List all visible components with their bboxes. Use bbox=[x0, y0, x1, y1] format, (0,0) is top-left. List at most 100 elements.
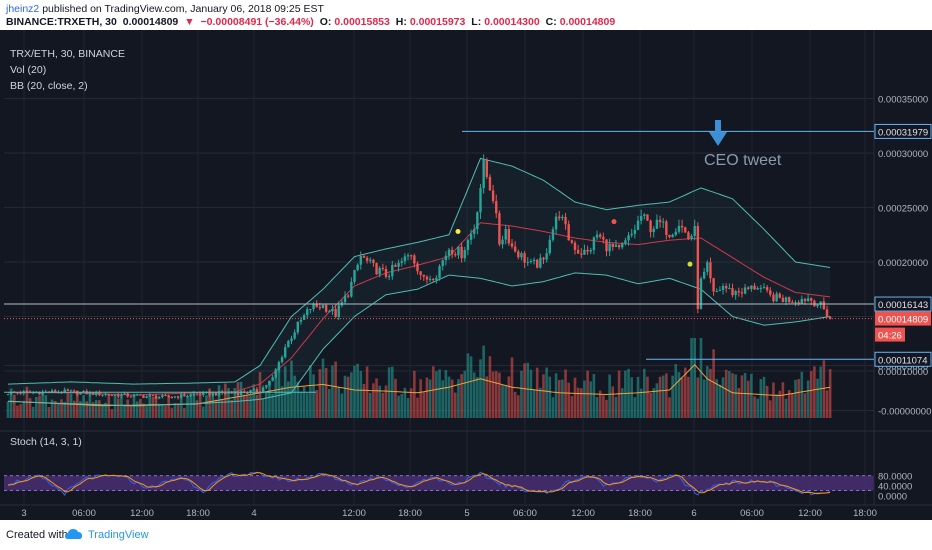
candle-body bbox=[510, 243, 514, 247]
chart-canvas[interactable]: 0.00035000 0.00030000 0.00025000 0.00020000… bbox=[0, 30, 932, 520]
volume-bar bbox=[268, 381, 271, 418]
candle-body bbox=[372, 259, 375, 264]
tradingview-brand[interactable]: TradingView bbox=[88, 529, 149, 541]
candle-body bbox=[526, 261, 529, 263]
candle-body bbox=[296, 321, 299, 333]
candle-body bbox=[356, 264, 359, 271]
price-tick-label: -0.00000000 bbox=[878, 407, 931, 418]
candle-body bbox=[740, 292, 744, 294]
candle-body bbox=[378, 267, 381, 275]
volume-bar bbox=[422, 392, 426, 418]
candle-body bbox=[570, 240, 574, 243]
candle-body bbox=[759, 287, 763, 289]
stoch-legend: Stoch (14, 3, 1) bbox=[10, 436, 82, 448]
candle-body bbox=[202, 391, 205, 396]
volume-bar bbox=[624, 370, 627, 418]
volume-bar bbox=[293, 375, 296, 418]
candle-body bbox=[580, 253, 583, 255]
volume-bar bbox=[16, 405, 19, 418]
candle-body bbox=[813, 300, 816, 307]
volume-bar bbox=[151, 396, 155, 418]
volume-bar bbox=[220, 400, 224, 418]
candle-body bbox=[438, 266, 441, 278]
bb-basis-line bbox=[8, 222, 831, 396]
low-value: 0.00014300 bbox=[484, 16, 540, 28]
candle-body bbox=[54, 390, 57, 393]
candle-body bbox=[117, 394, 120, 397]
volume-bar bbox=[447, 376, 451, 418]
candle-body bbox=[176, 396, 180, 398]
volume-bar bbox=[346, 376, 350, 418]
candle-body bbox=[432, 278, 435, 280]
volume-bar bbox=[236, 382, 240, 418]
candle-body bbox=[576, 249, 580, 254]
volume-bar bbox=[431, 366, 435, 418]
candle-body bbox=[394, 264, 397, 267]
volume-bar bbox=[186, 395, 189, 418]
candle-body bbox=[271, 377, 274, 381]
candle-body bbox=[476, 212, 479, 230]
candle-body bbox=[699, 278, 703, 309]
candle-body bbox=[265, 385, 268, 388]
bollinger-bands bbox=[7, 157, 831, 407]
volume-bar bbox=[683, 367, 687, 418]
candle-body bbox=[425, 276, 429, 280]
candle-body bbox=[195, 394, 199, 396]
candle-body bbox=[822, 301, 826, 310]
author-link[interactable]: jheinz2 bbox=[6, 3, 40, 15]
candle-body bbox=[154, 395, 158, 399]
time-tick-label: 06:00 bbox=[72, 508, 96, 519]
volume-bar bbox=[391, 366, 394, 418]
volume-bar bbox=[157, 403, 161, 418]
volume-bar bbox=[334, 361, 337, 418]
candle-body bbox=[255, 389, 259, 392]
candle-body bbox=[113, 394, 117, 396]
candle-body bbox=[687, 232, 690, 240]
candle-body bbox=[734, 291, 737, 296]
candle-body bbox=[769, 290, 772, 295]
volume-bar bbox=[441, 380, 444, 418]
candle-body bbox=[50, 390, 54, 393]
volume-bar bbox=[183, 407, 186, 418]
candle-body bbox=[428, 278, 432, 280]
volume-bar bbox=[318, 369, 322, 418]
volume-bar bbox=[60, 399, 63, 418]
volume-bar bbox=[775, 394, 778, 418]
volume-bar bbox=[287, 381, 290, 418]
last-price: 0.00014809 bbox=[122, 16, 179, 28]
candle-body bbox=[655, 219, 659, 229]
candle-body bbox=[491, 190, 495, 202]
candle-body bbox=[617, 244, 621, 248]
candle-body bbox=[410, 255, 413, 257]
published-text: published on TradingView.com, January 06… bbox=[42, 3, 324, 15]
volume-bar bbox=[570, 396, 574, 418]
candle-body bbox=[227, 392, 230, 394]
volume-bar bbox=[781, 382, 785, 418]
volume-bar bbox=[737, 387, 741, 418]
volume-bar bbox=[28, 398, 32, 418]
time-tick-label: 06:00 bbox=[740, 508, 764, 519]
last-price-text: 0.00014809 bbox=[878, 315, 928, 326]
candle-body bbox=[523, 253, 526, 263]
volume-bar bbox=[57, 403, 60, 418]
candle-body bbox=[347, 295, 350, 297]
low-label: L: bbox=[471, 16, 482, 28]
time-tick-label: 18:00 bbox=[398, 508, 422, 519]
volume-bar bbox=[425, 377, 429, 418]
candle-body bbox=[542, 257, 545, 260]
volume-bar bbox=[573, 377, 577, 418]
footer: Created with TradingView bbox=[0, 520, 932, 550]
volume-bar bbox=[765, 385, 769, 418]
volume-bar bbox=[671, 375, 674, 418]
volume-bar bbox=[362, 384, 366, 418]
time-tick-label: 3 bbox=[21, 508, 26, 519]
volume-bar bbox=[800, 371, 804, 418]
volume-bar bbox=[35, 397, 38, 418]
volume-bar bbox=[457, 379, 460, 418]
time-tick-label: 18:00 bbox=[853, 508, 877, 519]
volume-bar bbox=[750, 373, 753, 418]
volume-bar bbox=[724, 369, 728, 418]
time-tick-label: 18:00 bbox=[628, 508, 652, 519]
chart-area[interactable]: 0.00035000 0.00030000 0.00025000 0.00020000… bbox=[0, 30, 932, 520]
candle-body bbox=[328, 311, 331, 313]
